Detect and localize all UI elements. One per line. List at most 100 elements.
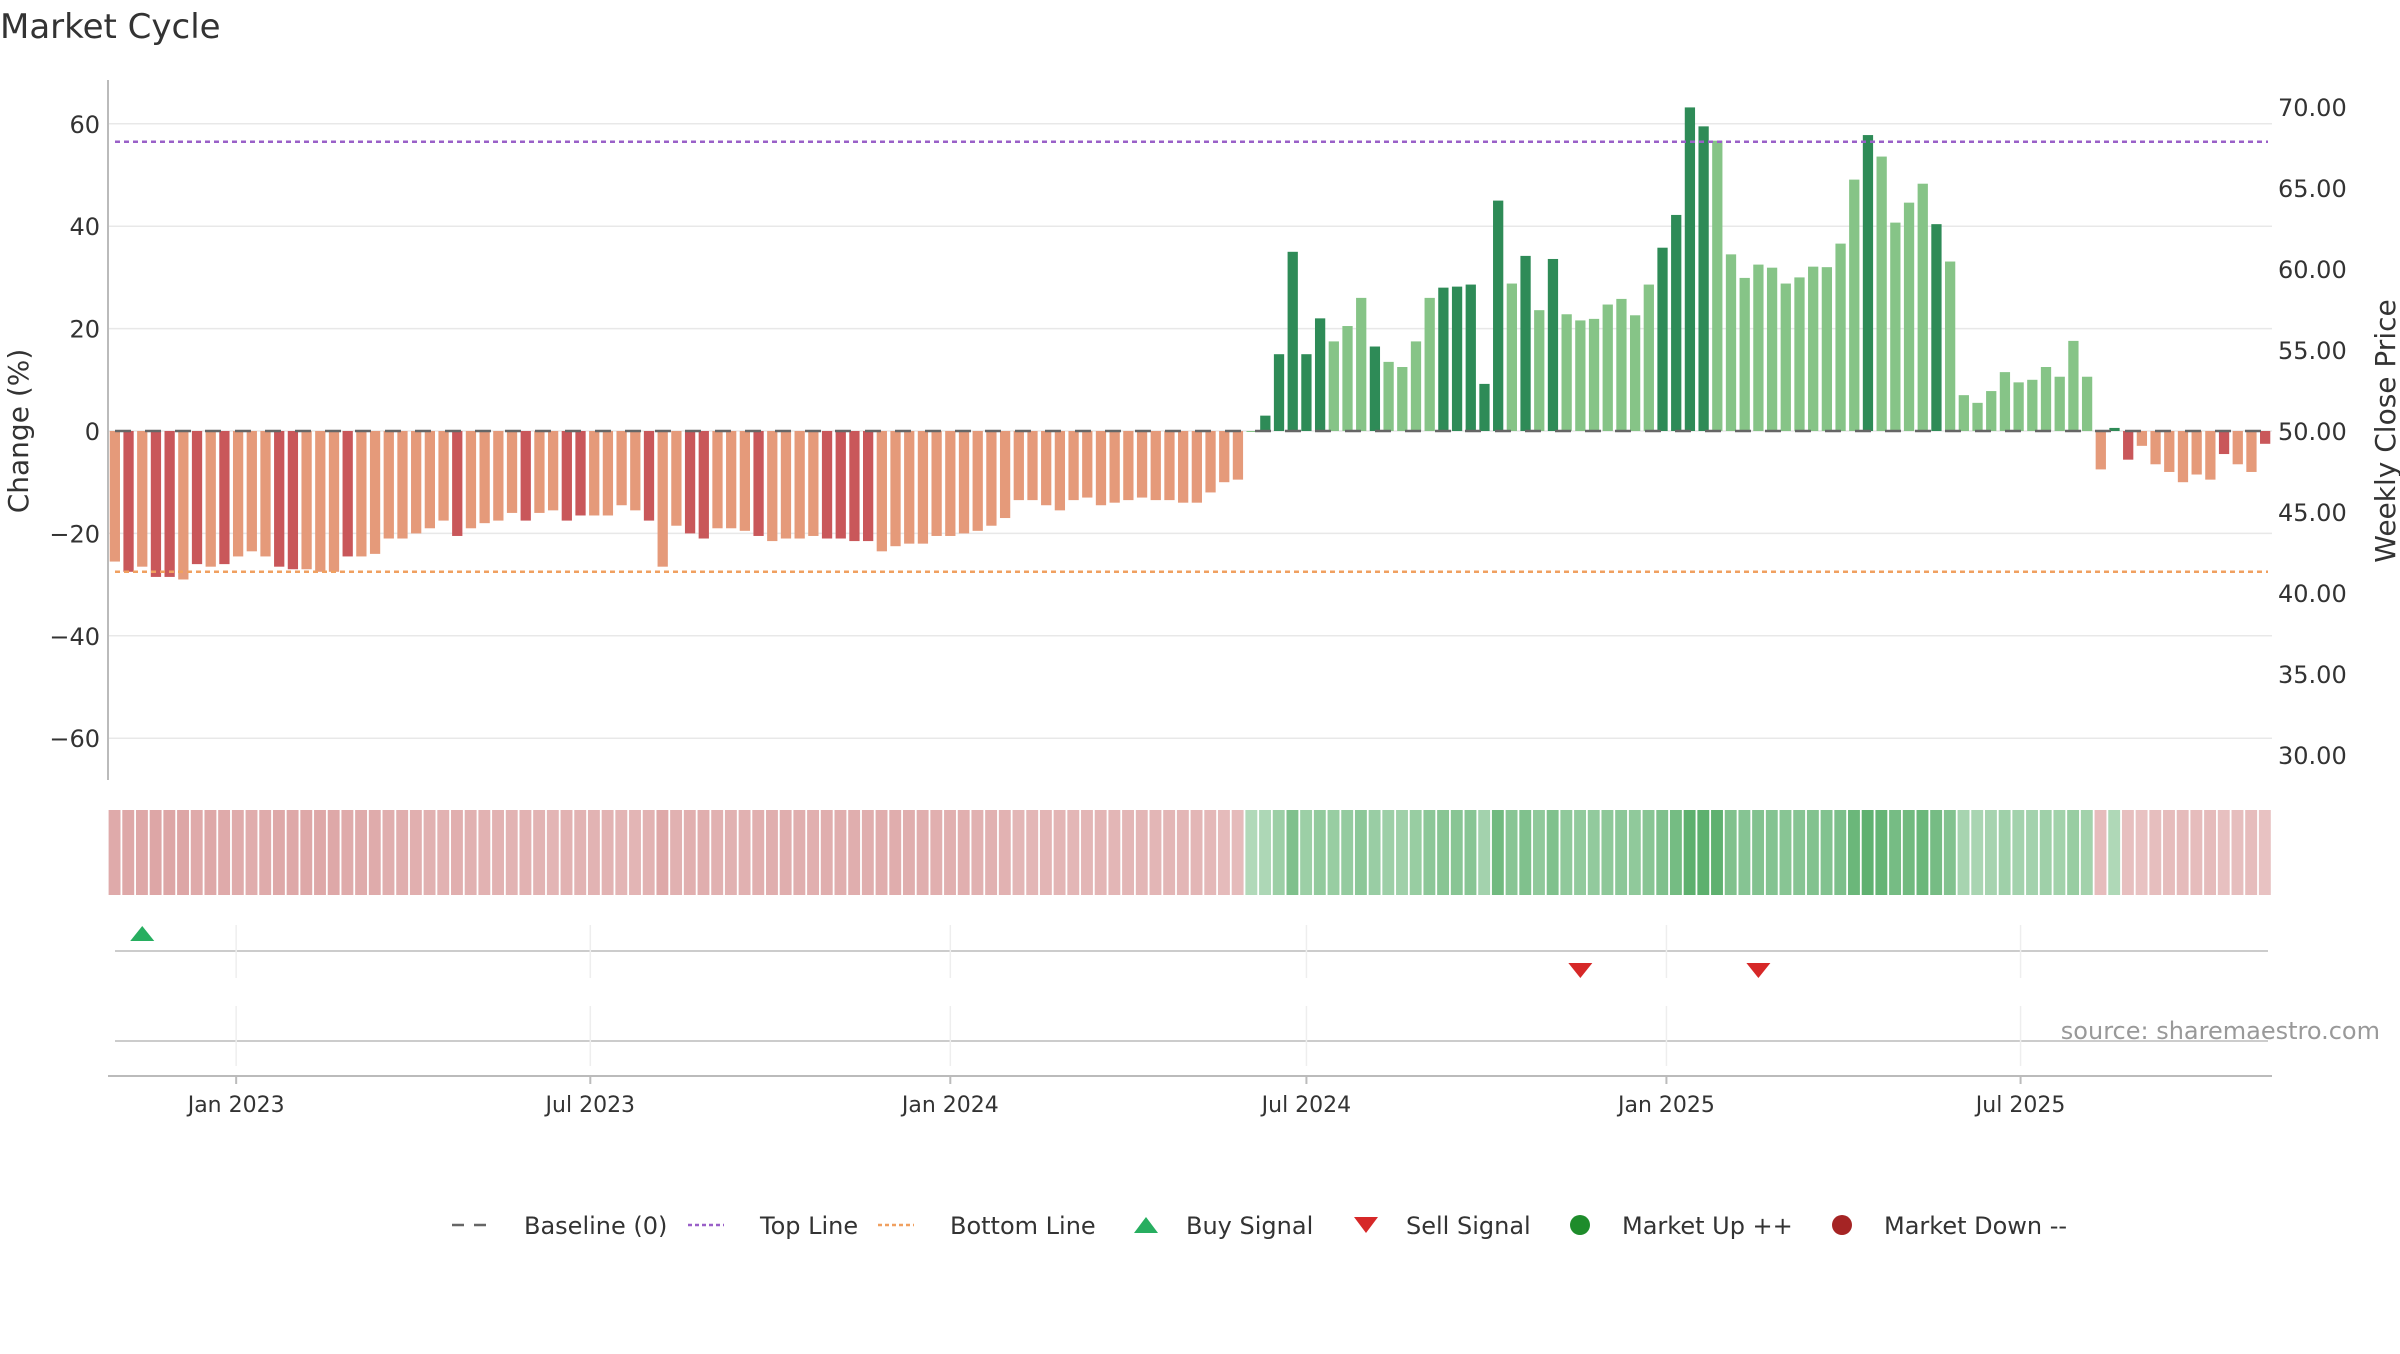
cycle-cell — [149, 810, 162, 895]
bar — [1903, 202, 1915, 431]
bar — [602, 431, 614, 516]
cycle-cell — [1916, 810, 1929, 895]
bar — [849, 431, 860, 542]
bar — [315, 431, 326, 572]
cycle-cell — [1697, 810, 1710, 895]
cycle-cell — [423, 810, 436, 895]
bar — [2095, 431, 2106, 470]
bar — [1493, 200, 1504, 431]
cycle-cell — [396, 810, 409, 895]
bar — [383, 431, 394, 539]
cycle-cell — [916, 810, 929, 895]
cycle-cell — [1943, 810, 1956, 895]
cycle-cell — [163, 810, 176, 895]
bar — [917, 431, 929, 544]
bar — [1794, 277, 1805, 431]
bar — [1725, 254, 1737, 431]
bar — [1136, 431, 1148, 498]
cycle-cell — [314, 810, 326, 895]
cycle-cell — [1820, 810, 1833, 895]
bar — [1068, 431, 1079, 501]
bar — [1602, 304, 1613, 431]
bar — [2232, 431, 2243, 465]
cycle-cell — [2149, 810, 2162, 895]
bar — [1369, 346, 1381, 431]
bar — [1109, 431, 1120, 503]
cycle-cell — [1806, 810, 1819, 895]
bar — [191, 431, 203, 565]
cycle-cell — [1505, 810, 1518, 895]
cycle-cell — [259, 810, 272, 895]
cycle-cell — [2231, 810, 2244, 895]
chart-title: Market Cycle — [0, 7, 221, 47]
bar — [2260, 431, 2271, 444]
sell-signal-legend-icon — [1354, 1217, 1378, 1233]
bar — [1397, 367, 1408, 431]
x-tick-label: Jan 2024 — [900, 1093, 999, 1118]
cycle-cell — [2135, 810, 2148, 895]
bar — [2027, 379, 2038, 431]
buy-signal-marker — [130, 926, 155, 941]
cycle-cell — [848, 810, 861, 895]
cycle-cell — [464, 810, 477, 895]
bar — [945, 431, 956, 536]
bar — [1287, 251, 1298, 431]
cycle-cell — [1245, 810, 1258, 895]
cycle-cell — [519, 810, 532, 895]
cycle-cell — [1313, 810, 1326, 895]
bar — [2054, 376, 2065, 431]
cycle-cell — [629, 810, 641, 895]
cycle-cell — [1464, 810, 1477, 895]
bar — [2218, 431, 2230, 455]
legend-item: Market Down -- — [1832, 1212, 2067, 1240]
bar — [999, 431, 1011, 519]
bar — [1328, 341, 1339, 431]
bar — [780, 431, 792, 539]
cycle-cell — [1984, 810, 1997, 895]
bar — [219, 431, 230, 565]
cycle-cell — [2053, 810, 2066, 895]
bar — [589, 431, 600, 516]
cycle-cell — [2080, 810, 2093, 895]
bar — [657, 431, 668, 567]
legend-label: Market Up ++ — [1622, 1212, 1793, 1240]
market-up-legend-icon — [1570, 1215, 1590, 1235]
cycle-cell — [615, 810, 628, 895]
cycle-cell — [957, 810, 970, 895]
cycle-cell — [1738, 810, 1751, 895]
bar — [835, 431, 846, 539]
cycle-cell — [971, 810, 984, 895]
cycle-cell — [1848, 810, 1860, 895]
cycle-cell — [108, 810, 121, 895]
cycle-cell — [1574, 810, 1586, 895]
cycle-cell — [1204, 810, 1217, 895]
bar — [890, 431, 901, 547]
cycle-cell — [1765, 810, 1778, 895]
bar — [274, 431, 285, 567]
cycle-cell — [1176, 810, 1189, 895]
bar — [150, 431, 162, 577]
cycle-cell — [1793, 810, 1806, 895]
bar — [342, 431, 353, 557]
bar — [1465, 284, 1476, 431]
bar — [1246, 431, 1257, 432]
bar — [794, 431, 805, 539]
bar — [1342, 326, 1353, 431]
bar — [698, 431, 709, 539]
cycle-cell — [1190, 810, 1203, 895]
cycle-cell — [1861, 810, 1874, 895]
cycle-cell — [1902, 810, 1915, 895]
cycle-cell — [902, 810, 915, 895]
cycle-cell — [1217, 810, 1230, 895]
legend-item: Bottom Line — [878, 1212, 1096, 1240]
cycle-cell — [1149, 810, 1162, 895]
bar — [1520, 255, 1531, 431]
cycle-cell — [1519, 810, 1532, 895]
bar — [1862, 135, 1874, 431]
bar — [438, 431, 449, 521]
bar — [479, 431, 490, 524]
legend-label: Buy Signal — [1186, 1212, 1313, 1240]
bar — [1588, 318, 1600, 431]
bar — [1808, 266, 1819, 431]
sell-signal-marker — [1746, 963, 1771, 978]
